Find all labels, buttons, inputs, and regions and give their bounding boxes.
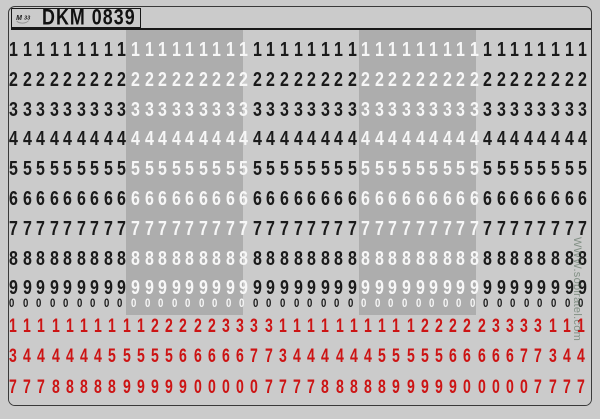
svg-text:33: 33 — [24, 15, 31, 21]
